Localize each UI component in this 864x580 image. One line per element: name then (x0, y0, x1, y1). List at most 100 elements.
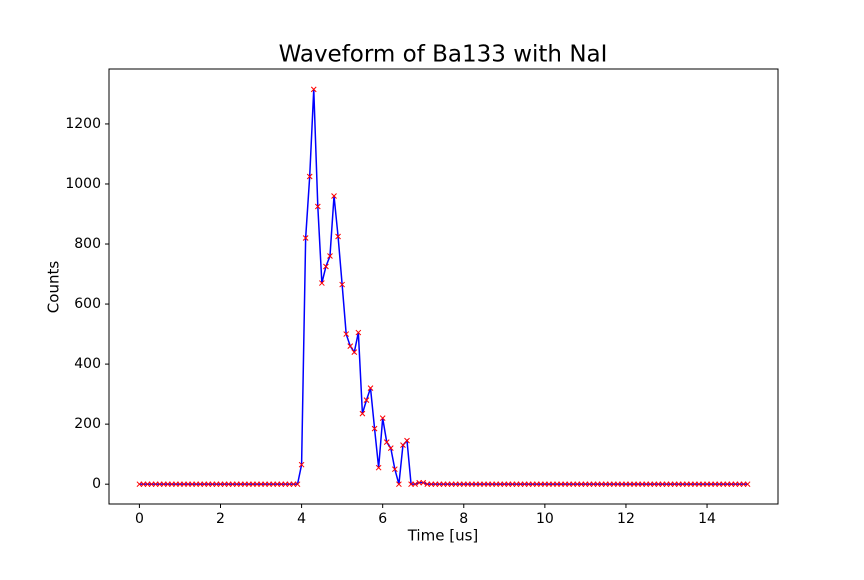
data-point (391, 466, 398, 473)
data-point (606, 481, 613, 488)
data-point (420, 479, 427, 486)
x-tick-label: 10 (536, 511, 554, 527)
data-point (598, 481, 605, 488)
y-axis-label: Counts (45, 261, 63, 314)
data-point (509, 481, 516, 488)
data-point (387, 445, 394, 452)
data-point (262, 481, 268, 488)
data-point (229, 481, 236, 488)
data-point (355, 329, 362, 336)
data-point (582, 481, 589, 488)
data-point (452, 481, 459, 488)
data-point (339, 281, 345, 288)
data-point (278, 481, 285, 488)
y-tick-label: 800 (74, 236, 101, 252)
data-point (274, 481, 281, 488)
data-point (335, 233, 341, 240)
data-point (432, 481, 439, 488)
data-point (550, 481, 556, 488)
data-point (185, 481, 191, 488)
data-point (286, 481, 293, 488)
data-point (489, 481, 496, 488)
data-point (570, 481, 577, 488)
data-point (193, 481, 200, 488)
data-point (651, 481, 658, 488)
data-point (298, 461, 305, 468)
data-point (696, 481, 702, 488)
data-point (241, 481, 248, 488)
data-point (383, 439, 390, 446)
data-point (643, 481, 650, 488)
data-point (436, 481, 443, 488)
data-point (481, 481, 487, 488)
data-point (537, 481, 544, 488)
data-point (558, 481, 564, 488)
data-point (683, 481, 690, 488)
data-point (529, 481, 536, 488)
y-tick-label: 600 (74, 296, 101, 312)
chart-title: Waveform of Ba133 with NaI (279, 42, 608, 68)
data-point (136, 481, 143, 488)
data-point (448, 481, 455, 488)
y-tick-label: 400 (74, 356, 101, 372)
data-point (675, 481, 682, 488)
data-point (546, 481, 552, 488)
data-point (521, 481, 528, 488)
data-point (619, 481, 625, 488)
data-point (225, 481, 232, 488)
x-tick-label: 2 (216, 511, 225, 527)
y-tick-label: 1200 (65, 116, 101, 132)
data-point (554, 481, 560, 488)
data-point (716, 481, 723, 488)
data-point (485, 481, 491, 488)
data-point (562, 481, 568, 488)
data-point (631, 481, 637, 488)
x-axis-label: Time [us] (407, 527, 479, 545)
data-point (456, 481, 463, 488)
data-point (513, 481, 520, 488)
data-point (217, 481, 224, 488)
x-tick-label: 6 (378, 511, 387, 527)
x-tick-label: 0 (135, 511, 144, 527)
data-point (323, 263, 329, 270)
data-point (712, 481, 719, 488)
data-point (168, 481, 175, 488)
data-point (444, 481, 451, 488)
data-point (400, 442, 406, 449)
data-point (497, 481, 504, 488)
data-point (233, 481, 240, 488)
data-point (477, 481, 483, 488)
data-point (469, 481, 475, 488)
data-point (566, 481, 573, 488)
data-point (148, 481, 155, 488)
data-point (635, 481, 641, 488)
data-point (331, 193, 337, 199)
data-point (671, 481, 678, 488)
data-point (744, 481, 751, 488)
data-point (177, 481, 183, 488)
data-point (371, 425, 378, 432)
data-point (314, 203, 321, 210)
data-point (343, 331, 350, 337)
data-point (156, 481, 163, 488)
data-point (347, 343, 354, 349)
data-point (659, 481, 666, 488)
data-point (728, 481, 735, 488)
data-point (663, 481, 670, 488)
data-point (542, 481, 548, 488)
data-point (464, 481, 471, 488)
y-tick-label: 200 (74, 416, 101, 432)
data-point (408, 481, 414, 488)
data-point (258, 481, 264, 488)
data-point (404, 437, 410, 444)
data-point (655, 481, 662, 488)
x-tick-label: 14 (698, 511, 716, 527)
y-tick-label: 1000 (65, 176, 101, 192)
data-point (428, 481, 435, 488)
data-point (237, 481, 244, 488)
data-point (700, 481, 706, 488)
y-tick-label: 0 (92, 476, 101, 492)
data-point (586, 481, 593, 488)
data-point (140, 481, 147, 488)
data-point (614, 481, 621, 488)
